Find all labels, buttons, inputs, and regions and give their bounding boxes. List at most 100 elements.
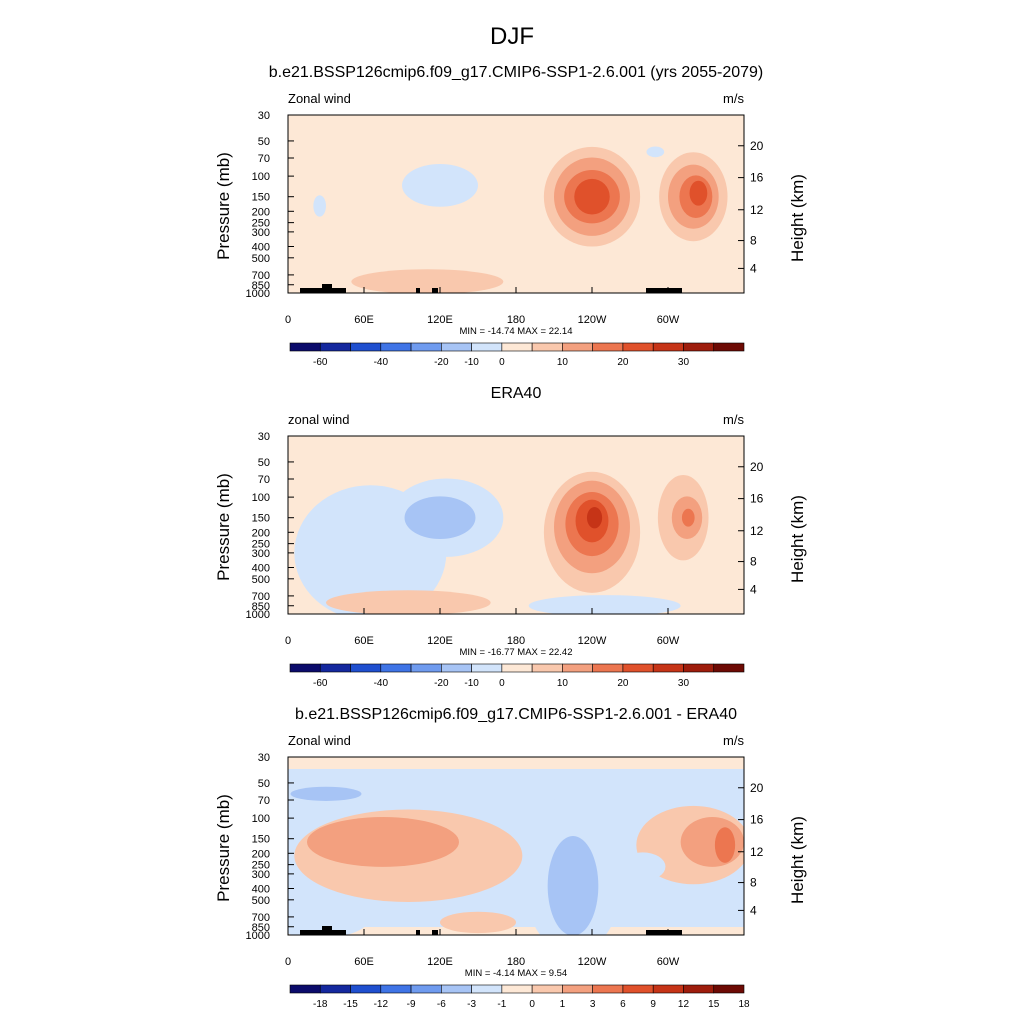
plot-area	[288, 757, 744, 935]
height-tick-label: 4	[750, 903, 757, 917]
colorbar-swatch	[441, 342, 472, 352]
min-max-stats: MIN = -16.77 MAX = 22.42	[459, 647, 572, 658]
height-tick-label: 12	[750, 524, 764, 538]
colorbar-label: 15	[708, 999, 720, 1010]
colorbar-label: -40	[374, 357, 389, 368]
colorbar-label: 20	[617, 678, 629, 689]
pressure-tick-label: 700	[252, 591, 270, 603]
longitude-tick-label: 120E	[427, 956, 453, 968]
colorbar-label: -3	[467, 999, 476, 1010]
colorbar-swatch	[471, 342, 503, 352]
colorbar-swatch	[713, 663, 745, 673]
colorbar-label: 30	[678, 357, 690, 368]
contour-negative	[547, 836, 599, 935]
longitude-tick-label: 180	[507, 635, 525, 647]
panel-title: b.e21.BSSP126cmip6.f09_g17.CMIP6-SSP1-2.…	[295, 706, 737, 723]
colorbar-swatch	[319, 984, 351, 994]
pressure-tick-label: 50	[258, 136, 270, 148]
height-tick-label: 4	[750, 261, 757, 275]
longitude-tick-label: 0	[285, 314, 291, 326]
pressure-tick-label: 70	[258, 795, 270, 807]
contour-negative	[313, 195, 326, 217]
colorbar-swatch	[683, 984, 715, 994]
topography-block	[340, 930, 346, 935]
colorbar-label: 9	[650, 999, 656, 1010]
longitude-tick-label: 120E	[427, 314, 453, 326]
longitude-tick-label: 120W	[578, 314, 607, 326]
height-tick-label: 12	[750, 845, 764, 859]
colorbar-swatch	[380, 342, 412, 352]
colorbar-label: 0	[499, 357, 505, 368]
pressure-tick-label: 30	[258, 110, 270, 122]
pressure-tick-label: 400	[252, 241, 270, 253]
colorbar-swatch	[531, 342, 563, 352]
contour-positive	[440, 911, 516, 934]
contour-negative	[290, 786, 362, 801]
pressure-tick-label: 30	[258, 752, 270, 764]
panel-title: ERA40	[491, 385, 542, 402]
pressure-tick-label: 200	[252, 206, 270, 218]
longitude-tick-label: 60E	[354, 635, 374, 647]
colorbar-swatch	[471, 663, 503, 673]
height-tick-label: 20	[750, 781, 764, 795]
pressure-tick-label: 100	[252, 813, 270, 825]
units-label: m/s	[723, 733, 744, 748]
contour-negative	[646, 146, 665, 158]
pressure-tick-label: 500	[252, 253, 270, 265]
height-tick-label: 20	[750, 460, 764, 474]
panel-1: b.e21.BSSP126cmip6.f09_g17.CMIP6-SSP1-2.…	[214, 64, 807, 368]
contour-positive	[574, 178, 610, 215]
colorbar-label: -20	[434, 357, 449, 368]
height-tick-label: 16	[750, 813, 764, 827]
colorbar-swatch	[562, 984, 593, 994]
pressure-tick-label: 150	[252, 834, 270, 846]
contour-positive	[351, 269, 504, 293]
pressure-tick-label: 200	[252, 848, 270, 860]
colorbar-swatch	[289, 342, 321, 352]
colorbar-swatch	[713, 342, 745, 352]
colorbar-swatch	[713, 984, 745, 994]
pressure-tick-label: 250	[252, 539, 270, 551]
colorbar-swatch	[471, 984, 503, 994]
pressure-tick-label: 500	[252, 574, 270, 586]
contour-positive	[689, 180, 708, 206]
colorbar-swatch	[592, 984, 624, 994]
height-tick-label: 8	[750, 234, 757, 248]
contour-negative	[528, 595, 681, 614]
pressure-tick-label: 100	[252, 171, 270, 183]
pressure-tick-label: 300	[252, 227, 270, 239]
pressure-tick-label: 150	[252, 192, 270, 204]
pressure-tick-label: 300	[252, 869, 270, 881]
topography-block	[300, 930, 340, 935]
longitude-tick-label: 120W	[578, 635, 607, 647]
colorbar-label: 30	[678, 678, 690, 689]
pressure-tick-label: 250	[252, 860, 270, 872]
height-axis-label: Height (km)	[788, 174, 807, 262]
pressure-tick-label: 700	[252, 270, 270, 282]
units-label: m/s	[723, 412, 744, 427]
contour-positive	[714, 827, 736, 863]
colorbar-swatch	[562, 663, 593, 673]
colorbar-label: 6	[620, 999, 626, 1010]
contour-negative	[619, 852, 666, 881]
colorbar-swatch	[350, 984, 382, 994]
height-tick-label: 4	[750, 582, 757, 596]
colorbar-label: -20	[434, 678, 449, 689]
colorbar-swatch	[319, 663, 351, 673]
colorbar-label: -60	[313, 678, 328, 689]
longitude-tick-label: 60E	[354, 314, 374, 326]
height-axis-label: Height (km)	[788, 495, 807, 583]
colorbar-label: 12	[678, 999, 690, 1010]
min-max-stats: MIN = -4.14 MAX = 9.54	[465, 968, 567, 979]
longitude-tick-label: 180	[507, 956, 525, 968]
colorbar-swatch	[350, 663, 382, 673]
pressure-tick-label: 70	[258, 474, 270, 486]
colorbar-label: -10	[464, 357, 479, 368]
pressure-tick-label: 850	[252, 280, 270, 292]
colorbar-swatch	[592, 342, 624, 352]
topography-block	[646, 288, 682, 293]
pressure-axis-label: Pressure (mb)	[214, 473, 233, 581]
height-tick-label: 12	[750, 203, 764, 217]
panel-3: b.e21.BSSP126cmip6.f09_g17.CMIP6-SSP1-2.…	[214, 706, 807, 1010]
pressure-tick-label: 1000	[246, 288, 270, 300]
